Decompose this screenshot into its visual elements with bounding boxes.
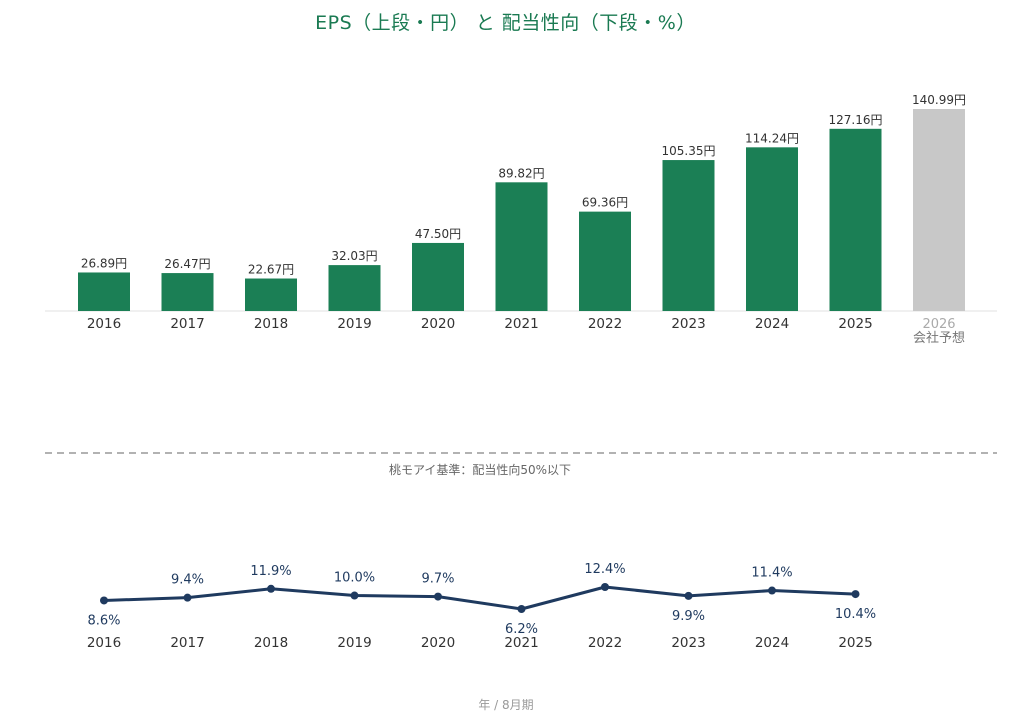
eps-bar — [579, 211, 631, 311]
eps-x-tick: 2023 — [671, 316, 705, 332]
eps-x-tick: 2019 — [337, 316, 371, 332]
eps-bar — [78, 272, 130, 311]
payout-point — [100, 596, 108, 605]
eps-value-label: 26.47円 — [164, 257, 210, 271]
payout-value-label: 6.2% — [505, 622, 538, 637]
eps-bar — [495, 182, 548, 311]
payout-x-tick: 2019 — [337, 635, 371, 651]
forecast-sublabel: 会社予想 — [913, 330, 965, 346]
payout-x-ticks: 2016 2017 2018 2019 2020 2021 2022 2023 2024 2025 — [87, 635, 873, 651]
payout-point — [601, 583, 609, 591]
payout-line — [103, 585, 856, 611]
payout-x-tick: 2024 — [755, 635, 789, 651]
payout-point — [434, 592, 442, 601]
payout-criterion-note: 桃モアイ基準：配当性向50%以下 — [389, 462, 571, 477]
payout-x-tick: 2017 — [170, 635, 204, 651]
payout-value-label: 10.4% — [835, 607, 876, 622]
eps-bar — [829, 128, 882, 311]
eps-x-tick: 2020 — [421, 316, 455, 332]
eps-x-ticks: 2016 2017 2018 2019 2020 2021 2022 2023 2024 2025… — [87, 316, 965, 346]
payout-x-tick: 2025 — [838, 635, 872, 651]
eps-value-label: 47.50円 — [415, 227, 461, 241]
payout-x-tick: 2020 — [421, 635, 455, 651]
eps-bar — [245, 278, 297, 311]
eps-value-label: 22.67円 — [248, 263, 294, 277]
payout-value-label: 9.9% — [672, 609, 705, 624]
eps-x-tick: 2024 — [755, 316, 789, 332]
payout-value-label: 11.4% — [751, 566, 792, 581]
payout-x-tick: 2018 — [254, 635, 288, 651]
payout-value-label: 10.0% — [334, 571, 375, 586]
payout-value-label: 9.7% — [421, 572, 454, 587]
eps-bar — [746, 147, 798, 311]
eps-value-label: 114.24円 — [745, 131, 799, 145]
eps-x-tick: 2021 — [504, 316, 538, 332]
eps-bar — [161, 273, 214, 311]
payout-value-label: 8.6% — [87, 613, 120, 628]
eps-value-label: 105.35円 — [662, 144, 716, 158]
eps-value-label: 26.89円 — [81, 256, 127, 270]
eps-bar — [412, 242, 464, 311]
payout-value-labels: 8.6% 9.4% 11.9% 10.0% 9.7% 6.2% 12.4% 9.9% 11.4%… — [87, 562, 876, 637]
payout-series-line — [103, 585, 856, 611]
payout-point — [768, 586, 776, 595]
eps-bar — [662, 160, 715, 311]
payout-point — [183, 593, 192, 602]
payout-point — [350, 591, 359, 600]
chart-title: EPS（上段・円） と 配当性向（下段・%） — [315, 12, 696, 34]
eps-x-tick: 2022 — [588, 316, 622, 332]
eps-x-tick: 2026 — [922, 317, 955, 332]
payout-points — [100, 583, 860, 613]
payout-point — [267, 584, 275, 593]
eps-value-label: 140.99円 — [912, 93, 966, 107]
payout-x-tick: 2022 — [588, 635, 622, 651]
payout-value-label: 11.9% — [250, 564, 291, 579]
payout-point — [684, 591, 693, 600]
eps-value-label: 69.36円 — [582, 196, 628, 210]
payout-point — [517, 605, 526, 613]
eps-x-tick: 2017 — [170, 316, 204, 332]
eps-bar — [913, 109, 965, 311]
eps-bar — [328, 265, 381, 311]
payout-x-tick: 2021 — [504, 635, 538, 651]
payout-value-label: 12.4% — [584, 562, 625, 577]
eps-value-label: 32.03円 — [331, 249, 377, 263]
eps-x-tick: 2025 — [838, 316, 872, 332]
eps-x-tick: 2016 — [87, 316, 121, 332]
payout-x-tick: 2023 — [671, 635, 705, 651]
payout-x-tick: 2016 — [87, 635, 121, 651]
footer-note: 年 / 8月期 — [478, 698, 533, 712]
eps-bars — [78, 109, 965, 311]
payout-value-label: 9.4% — [171, 573, 204, 588]
eps-x-tick: 2018 — [254, 316, 288, 332]
eps-value-label: 89.82円 — [498, 166, 544, 180]
eps-value-labels: 26.89円 26.47円 22.67円 32.03円 47.50円 89.82円 69.3… — [81, 93, 966, 277]
eps-value-label: 127.16円 — [829, 113, 883, 127]
payout-point — [851, 590, 860, 599]
